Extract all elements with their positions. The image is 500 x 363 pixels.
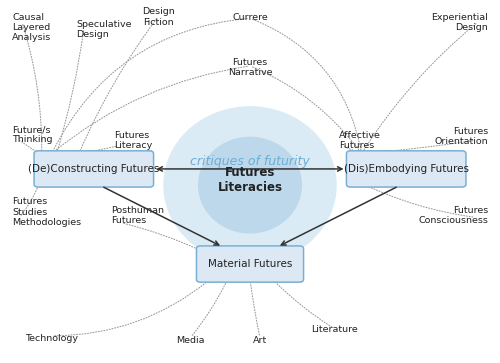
- Text: Experiential
Design: Experiential Design: [431, 13, 488, 32]
- Text: Design
Fiction: Design Fiction: [142, 8, 174, 26]
- Text: Posthuman
Futures: Posthuman Futures: [111, 206, 164, 225]
- Text: Speculative
Design: Speculative Design: [76, 20, 132, 39]
- FancyArrowPatch shape: [364, 184, 473, 217]
- FancyArrowPatch shape: [252, 19, 361, 151]
- FancyArrowPatch shape: [363, 24, 476, 151]
- Text: Affective
Futures: Affective Futures: [340, 131, 381, 150]
- Text: Technology: Technology: [25, 334, 78, 343]
- Text: Literature: Literature: [311, 325, 358, 334]
- FancyArrowPatch shape: [192, 282, 226, 335]
- Text: Material Futures: Material Futures: [208, 259, 292, 269]
- FancyArrowPatch shape: [82, 146, 116, 153]
- Text: (Dis)Embodying Futures: (Dis)Embodying Futures: [344, 164, 468, 174]
- FancyArrowPatch shape: [19, 140, 37, 152]
- FancyArrowPatch shape: [344, 147, 359, 152]
- Text: Futures
Consciousness: Futures Consciousness: [418, 206, 488, 225]
- Text: Media: Media: [176, 336, 205, 345]
- Text: critiques of futurity: critiques of futurity: [190, 155, 310, 168]
- FancyArrowPatch shape: [23, 24, 42, 151]
- Text: Currere: Currere: [232, 13, 268, 22]
- FancyArrowPatch shape: [124, 223, 198, 249]
- Ellipse shape: [163, 106, 337, 264]
- Text: (De)Constructing Futures: (De)Constructing Futures: [28, 164, 160, 174]
- Ellipse shape: [198, 136, 302, 233]
- FancyArrowPatch shape: [54, 66, 248, 152]
- Text: Futures
Studies
Methodologies: Futures Studies Methodologies: [12, 197, 81, 227]
- FancyArrowPatch shape: [21, 186, 38, 215]
- Text: Future/s
Thinking: Future/s Thinking: [12, 125, 52, 144]
- FancyArrowPatch shape: [80, 19, 156, 151]
- FancyBboxPatch shape: [196, 246, 304, 282]
- Text: Futures
Literacy: Futures Literacy: [114, 131, 152, 150]
- Text: Futures
Orientation: Futures Orientation: [434, 127, 488, 146]
- FancyArrowPatch shape: [58, 31, 84, 151]
- FancyArrowPatch shape: [274, 281, 332, 327]
- Text: Art: Art: [253, 336, 267, 345]
- FancyArrowPatch shape: [250, 282, 260, 335]
- Text: Causal
Layered
Analysis: Causal Layered Analysis: [12, 13, 51, 42]
- FancyArrowPatch shape: [364, 141, 473, 153]
- FancyBboxPatch shape: [34, 151, 154, 187]
- FancyArrowPatch shape: [252, 67, 360, 151]
- Text: Futures
Narrative: Futures Narrative: [228, 58, 272, 77]
- FancyArrowPatch shape: [54, 281, 208, 336]
- FancyArrowPatch shape: [53, 19, 247, 151]
- FancyBboxPatch shape: [346, 151, 466, 187]
- Text: Futures
Literacies: Futures Literacies: [218, 166, 282, 194]
